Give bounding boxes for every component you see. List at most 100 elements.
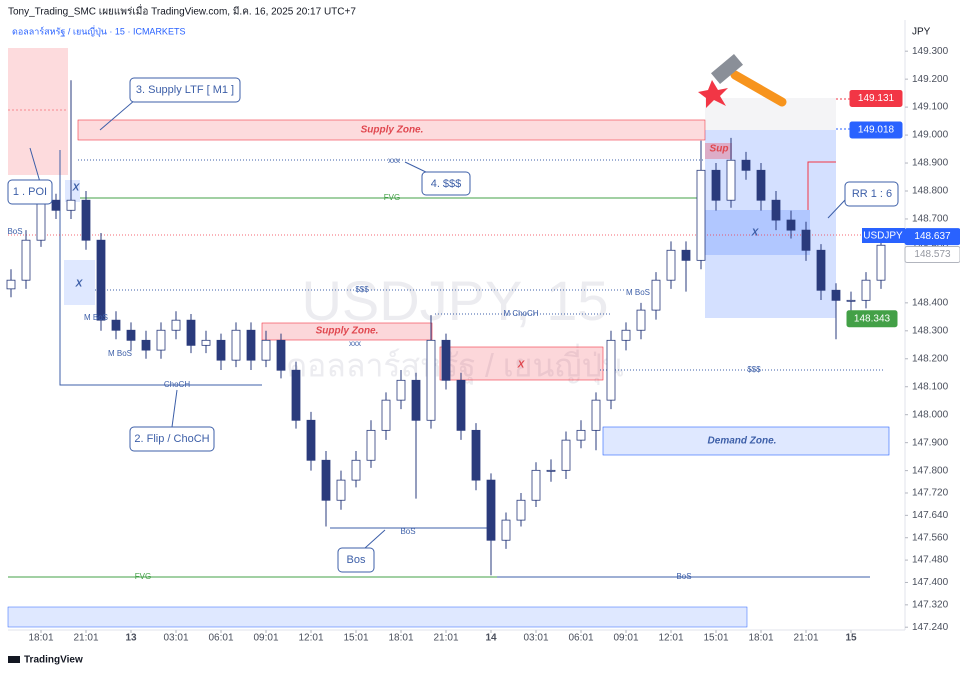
x-tick-label: 09:01 [613,633,638,644]
liquidity-label: $$$ [747,365,761,374]
candle-body [846,299,856,302]
callout-box [129,426,215,452]
watermark: USDJPY, 15 [301,269,608,332]
x-tick-label: 03:01 [523,633,548,644]
candle-body [246,329,256,361]
candle-body [726,159,736,201]
x-tick-label: 03:01 [163,633,188,644]
candle-body [576,429,586,441]
callout: 3. Supply LTF [ M1 ] [136,84,234,96]
bos-label: BoS [400,527,415,536]
zone-label: Supply Zone. [316,326,379,337]
fvg-box [65,180,80,202]
candle-body [141,339,151,351]
x-tick-label: 06:01 [568,633,593,644]
y-tick-label: 147.800 [912,465,949,476]
y-tick-label: 147.640 [912,510,949,521]
x-tick-label: 18:01 [388,633,413,644]
x-tick-label: 15:01 [343,633,368,644]
x-tick-label: 12:01 [658,633,683,644]
stop-line [807,161,836,210]
liquidity-label: xxx [388,156,400,165]
y-tick-label: 147.240 [912,622,949,633]
x-tick-label: 15:01 [703,633,728,644]
candle-body [861,279,871,301]
candle-body [801,229,811,251]
callouts: 3. Supply LTF [ M1 ] 1 . POI 4. $$$ 2. F… [7,77,899,581]
liquidity-label: xxx [349,339,361,348]
candle-body [786,219,796,231]
x-tick-label: 18:01 [748,633,773,644]
x-tick-label: 15 [845,633,857,644]
watermark-sub: ดอลลาร์สหรัฐ / เยนญี่ปุ่น [286,343,624,385]
connector [364,529,386,549]
y-tick-label: 148.800 [912,186,949,197]
zone-label: Demand Zone. [708,436,777,447]
candle-body [231,329,241,361]
candle-body [501,519,511,541]
candle-body [606,339,616,401]
supply-zone [439,346,604,381]
y-tick-label: 149.200 [912,74,949,85]
candle-body [96,239,106,321]
candle-body [876,244,886,281]
choch-line [59,150,262,386]
candle-body [456,379,466,431]
candle-body [66,199,76,211]
rr-target [705,98,836,130]
callout: 2. Flip / ChoCH [134,433,209,445]
candle-body [351,459,361,481]
candle-body [291,369,301,421]
candle-body [621,329,631,341]
callout: RR 1 : 6 [852,188,892,200]
y-tick-label: 149.000 [912,130,949,141]
fvg-box [64,260,95,305]
x-mark: X [75,279,84,290]
candle-body [156,329,166,351]
candle-body [516,499,526,521]
candle-body [321,459,331,501]
candle-body [441,339,451,381]
candle-body [591,399,601,431]
fvg-label: FVG [135,572,151,581]
candle-body [396,379,406,401]
candle-body [486,479,496,541]
candle-body [696,169,706,261]
candle-body [21,239,31,281]
x-tick-label: 21:01 [73,633,98,644]
y-tick-label: 148.300 [912,325,949,336]
price-tag [904,228,960,246]
bos-label: BoS [676,572,691,581]
symbol-tag [862,228,905,243]
structure-label: M BoS [108,349,132,358]
candle-body [366,429,376,461]
candle-body [186,319,196,346]
candle-body [36,199,46,241]
candle-body [216,339,226,361]
candle-body [111,319,121,331]
zone-label: Sup [710,144,729,155]
price-tag [846,310,898,328]
candle-body [756,169,766,201]
x-tick-label: 09:01 [253,633,278,644]
price-tag [904,245,960,263]
callout-box [7,179,53,205]
connector [99,99,136,131]
callout-box [337,547,375,573]
candle-body [741,159,751,171]
structure-label: M BoS [84,313,108,322]
liquidity-label: $$$ [355,285,369,294]
candle-body [51,199,61,211]
y-tick-label: 147.900 [912,437,949,448]
callout: 1 . POI [13,186,47,198]
candle-body [651,279,661,311]
demand-zone [602,426,890,456]
y-tick-label: 147.720 [912,488,949,499]
candle-body [561,439,571,471]
logo-text: TradingView [24,655,83,666]
header-title: Tony_Trading_SMC เผยแพร่เมื่อ TradingVie… [8,4,356,18]
callout-box [421,171,471,196]
zone-band [7,606,748,628]
candle-body [411,379,421,421]
